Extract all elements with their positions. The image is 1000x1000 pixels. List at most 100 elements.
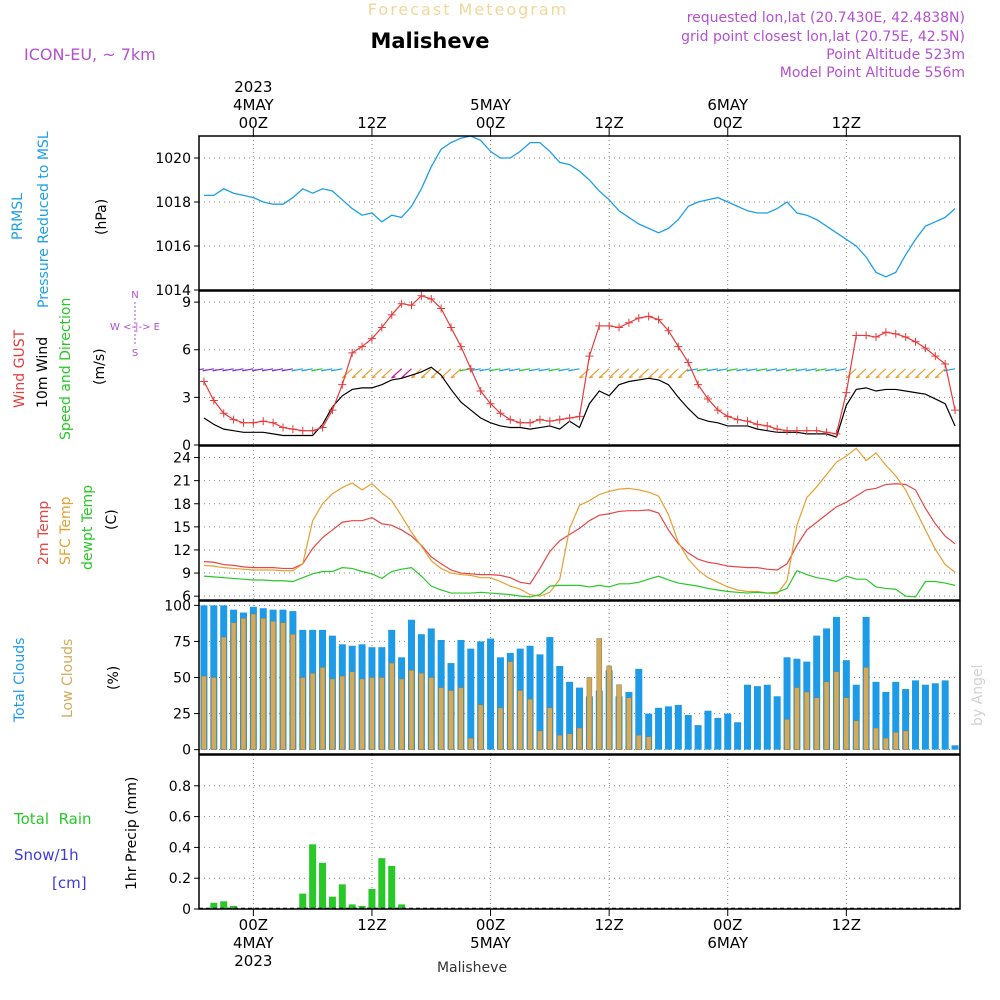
low-cloud-bar xyxy=(468,737,474,750)
wind-direction-arrow xyxy=(667,368,679,379)
wind-direction-arrowhead xyxy=(321,369,326,372)
total-clouds-label: Total Clouds xyxy=(12,638,28,723)
wind-direction-arrowhead xyxy=(459,369,464,372)
low-cloud-bar xyxy=(517,690,523,750)
low-cloud-bar xyxy=(448,690,454,750)
total-cloud-bar xyxy=(645,713,653,750)
total-cloud-bar xyxy=(892,681,900,750)
total-cloud-bar xyxy=(921,684,929,750)
wind-gust-marker xyxy=(684,358,693,367)
low-cloud-bar xyxy=(804,691,810,750)
total-cloud-bar xyxy=(566,681,574,750)
top-time-label: 12Z xyxy=(357,114,386,132)
wind-gust-marker xyxy=(397,299,406,308)
low-cloud-bar xyxy=(329,678,336,750)
wind-direction-arrowhead xyxy=(658,376,663,379)
wind-gust-marker xyxy=(941,360,950,369)
low-cloud-bar xyxy=(823,681,830,750)
rain-bar xyxy=(358,905,366,909)
total-cloud-bar xyxy=(852,684,860,750)
rain-bar xyxy=(368,888,376,909)
wind-direction-arrowhead xyxy=(746,369,751,372)
wind-direction-arrowhead xyxy=(795,369,800,372)
wind-gust-marker xyxy=(199,377,208,386)
wind-direction-arrow xyxy=(865,368,877,379)
temperature-frame xyxy=(198,445,961,601)
pressure-label-prmsl: PRMSL xyxy=(10,193,26,240)
wind-direction-arrowhead xyxy=(599,376,604,379)
wind-gust-marker xyxy=(842,388,851,397)
wind-gust-marker xyxy=(338,380,347,389)
low-cloud-bar xyxy=(309,672,316,750)
location-title: Malisheve xyxy=(370,29,489,53)
temp-2m-label: 2m Temp xyxy=(36,501,52,565)
bottom-time-label: 00Z xyxy=(239,916,268,934)
wind-gust-marker xyxy=(723,412,732,421)
wind-gust-marker xyxy=(447,323,456,332)
temp-2m-line xyxy=(203,483,956,585)
wind-direction-arrowhead xyxy=(281,369,287,372)
snow-label: Snow/1h xyxy=(14,846,79,864)
low-cloud-bar xyxy=(902,730,909,750)
wind-direction-arrowhead xyxy=(568,369,573,372)
temp-labels: 2m Temp SFC Temp dewpt Temp (C) xyxy=(36,485,120,570)
rain-bar xyxy=(388,865,396,909)
low-clouds-label: Low Clouds xyxy=(60,639,76,718)
wind-direction-arrow xyxy=(450,368,462,379)
wind-gust-marker xyxy=(249,418,258,427)
wind-direction-arrow xyxy=(440,368,452,379)
total-cloud-bar xyxy=(813,635,821,750)
low-cloud-bar xyxy=(645,736,652,750)
temp-unit: (C) xyxy=(104,509,120,530)
low-cloud-bar xyxy=(606,665,612,750)
wind-gust-marker xyxy=(387,310,396,319)
pressure-ytick-label: 1016 xyxy=(155,239,191,255)
bottom-time-label: 6MAY xyxy=(707,934,749,952)
bottom-time-label: 2023 xyxy=(234,952,272,970)
wind-direction-arrowhead xyxy=(558,369,563,372)
wind-panel: 0 3 6 9 xyxy=(182,290,961,454)
wind-direction-arrowhead xyxy=(736,369,741,372)
wind-gust-marker xyxy=(427,294,436,303)
wind-gust-marker xyxy=(565,414,574,423)
wind-gust-marker xyxy=(367,334,376,343)
model-altitude: Model Point Altitude 556m xyxy=(780,65,965,81)
wind-direction-arrowhead xyxy=(668,376,673,379)
clouds-panel: 0 25 50 75 100 xyxy=(164,598,961,759)
low-cloud-bar xyxy=(893,732,899,750)
wind-gust-marker xyxy=(417,291,426,300)
wind-direction-arrow xyxy=(430,368,442,379)
wind-gust-marker xyxy=(664,326,673,335)
wind-direction-arrowhead xyxy=(430,376,436,379)
top-time-label: 2023 xyxy=(234,78,272,96)
total-cloud-bar xyxy=(536,654,544,750)
wind-gust-marker xyxy=(328,406,337,415)
wind-direction-arrowhead xyxy=(301,369,306,372)
total-cloud-bar xyxy=(487,638,495,750)
wind-direction-arrow xyxy=(391,368,403,379)
wind-direction-arrowhead xyxy=(805,369,810,372)
wind-gust-marker xyxy=(951,406,960,415)
top-time-label: 00Z xyxy=(239,114,268,132)
wind-ytick-label: 6 xyxy=(182,343,191,359)
wind-gust-marker xyxy=(812,426,821,435)
wind-direction-arrowhead xyxy=(381,376,386,379)
total-cloud-bar xyxy=(882,691,890,750)
wind-direction-arrowhead xyxy=(835,369,840,372)
wind-gust-marker xyxy=(318,423,327,432)
top-time-label: 6MAY xyxy=(707,96,749,114)
total-cloud-bar xyxy=(496,657,504,750)
wind-direction-arrow xyxy=(855,368,867,379)
low-cloud-bar xyxy=(220,636,227,750)
total-cloud-bar xyxy=(674,704,682,750)
rain-bar xyxy=(299,893,307,909)
wind-gust-marker xyxy=(308,426,317,435)
wind-gust-marker xyxy=(585,352,594,361)
wind-gust-marker xyxy=(209,396,218,405)
wind-gust-marker xyxy=(506,415,515,424)
wind-gust-marker xyxy=(634,313,643,322)
total-cloud-bar xyxy=(753,686,761,750)
total-cloud-bar xyxy=(477,641,485,750)
wind-ytick-label: 3 xyxy=(182,390,191,406)
